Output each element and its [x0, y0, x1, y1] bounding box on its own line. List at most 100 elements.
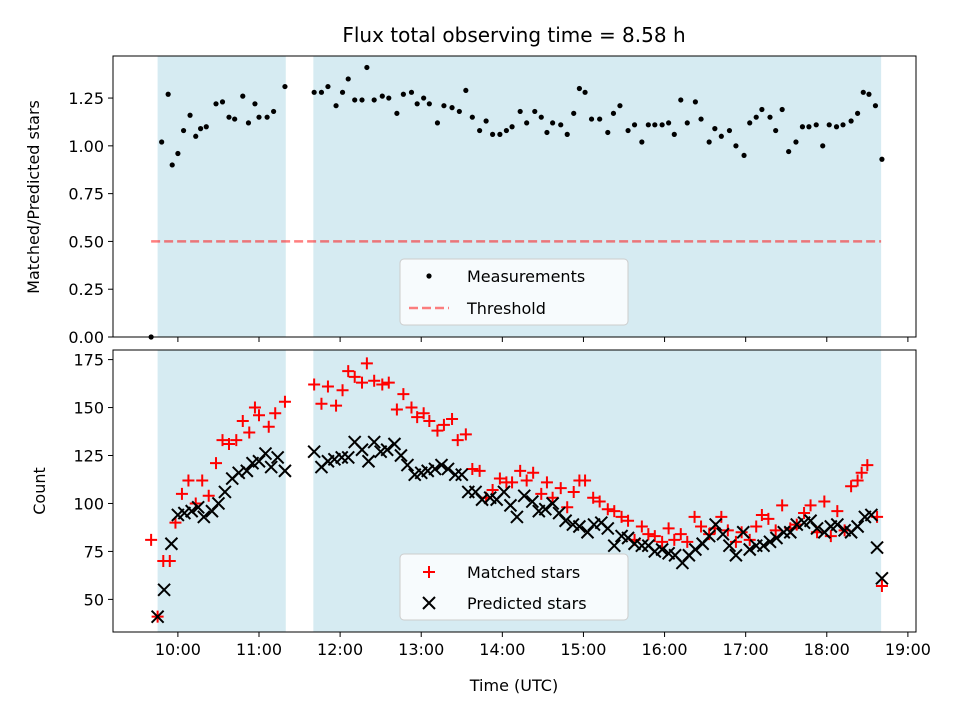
matched-point	[656, 535, 669, 548]
x-tick-label: 15:00	[560, 640, 606, 659]
measurement-point	[588, 116, 595, 122]
measurement-point	[698, 116, 704, 122]
matched-point	[473, 464, 486, 477]
measurement-point	[866, 91, 872, 97]
measurement-point	[469, 114, 475, 120]
matched-point	[182, 474, 195, 487]
measurement-point	[733, 143, 739, 149]
predicted-point	[769, 531, 784, 545]
measurement-point	[386, 95, 392, 101]
predicted-point	[150, 609, 165, 624]
matched-point	[750, 520, 763, 533]
predicted-point	[307, 444, 321, 459]
measurement-point	[524, 120, 530, 126]
predicted-point	[455, 467, 469, 482]
predicted-point	[157, 583, 171, 597]
measurement-point	[421, 95, 427, 101]
y-tick-label: 175	[73, 351, 104, 370]
measurement-point	[187, 112, 193, 118]
x-tick-label: 19:00	[885, 640, 931, 659]
predicted-point	[870, 540, 884, 555]
matched-point	[278, 395, 291, 408]
matched-point	[315, 397, 328, 410]
measurement-point	[610, 110, 617, 116]
predicted-point	[448, 467, 462, 482]
predicted-point	[756, 538, 771, 553]
matched-point	[466, 462, 479, 475]
matched-point	[622, 514, 635, 527]
predicted-point	[777, 525, 791, 539]
matched-point	[642, 528, 655, 541]
matched-point	[446, 413, 459, 426]
observing-window	[157, 56, 286, 337]
matched-point	[196, 474, 209, 487]
predicted-point	[387, 437, 402, 451]
predicted-point	[810, 521, 824, 536]
count-y-axis-label: Count	[30, 467, 49, 515]
matched-point	[423, 414, 436, 427]
y-tick-label: 0.50	[68, 232, 104, 251]
predicted-point	[497, 485, 511, 499]
matched-point	[804, 499, 817, 512]
measurement-point	[645, 122, 651, 128]
matched-point	[546, 491, 559, 504]
measurement-point	[741, 152, 747, 159]
matched-point	[681, 535, 694, 548]
predicted-point	[601, 521, 615, 536]
measurement-point	[576, 85, 582, 92]
predicted-point	[525, 494, 540, 509]
measurement-point	[203, 124, 209, 130]
matched-point	[743, 533, 756, 546]
matched-point	[321, 380, 334, 393]
measurement-point	[517, 108, 523, 115]
matched-point	[715, 510, 728, 523]
y-tick-label: 75	[84, 542, 104, 561]
predicted-point	[361, 454, 376, 468]
predicted-point	[380, 443, 394, 457]
measurement-point	[490, 131, 496, 137]
matched-point	[243, 426, 256, 439]
measurement-point	[441, 103, 447, 109]
measurement-point	[414, 101, 420, 107]
measurement-point	[240, 93, 246, 99]
measurement-point	[538, 114, 544, 120]
matched-point	[601, 503, 614, 516]
measurement-point	[747, 120, 753, 126]
matched-point	[248, 401, 261, 414]
measurement-point	[463, 87, 469, 94]
measurement-point	[558, 122, 564, 128]
legend-predicted-marker	[422, 596, 436, 610]
predicted-point	[572, 519, 587, 534]
measurement-point	[726, 127, 733, 134]
predicted-point	[655, 542, 669, 557]
predicted-point	[211, 496, 226, 511]
matched-point	[695, 520, 708, 533]
measurement-point	[678, 97, 684, 103]
measurement-point	[394, 110, 400, 116]
matched-point	[668, 533, 681, 546]
measurement-point	[180, 127, 187, 134]
ratio-y-ticks: 0.00 0.25 0.50 0.75 1.00 1.25	[68, 89, 113, 347]
measurement-point	[671, 131, 677, 137]
matched-point	[593, 495, 606, 508]
matched-point	[330, 399, 343, 412]
measurement-point	[434, 120, 441, 126]
predicted-point	[232, 466, 246, 480]
measurement-point	[605, 129, 611, 136]
measurement-point	[625, 127, 631, 134]
measurement-point	[198, 126, 204, 132]
measurement-point	[325, 83, 331, 90]
matched-point	[648, 530, 661, 543]
matched-point	[554, 482, 567, 495]
measurement-point	[483, 118, 489, 124]
ratio-x-ticks	[177, 337, 909, 342]
measurement-point	[793, 139, 799, 145]
matched-point	[674, 528, 687, 541]
measurement-point	[226, 114, 232, 120]
predicted-point	[191, 500, 205, 515]
matched-point	[216, 434, 229, 447]
measurement-point	[659, 122, 665, 128]
x-tick-label: 10:00	[155, 640, 201, 659]
matched-point	[688, 510, 701, 523]
measurement-point	[544, 129, 550, 136]
